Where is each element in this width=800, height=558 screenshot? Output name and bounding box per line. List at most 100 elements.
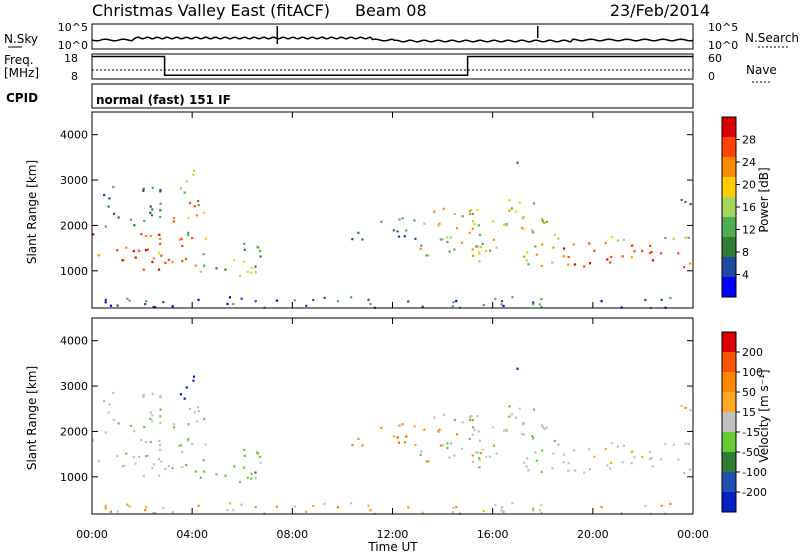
velocity-cell <box>215 473 218 476</box>
colorbar-tick-label: 28 <box>742 134 756 147</box>
power-cell <box>471 254 475 257</box>
velocity-cell <box>142 474 145 477</box>
power-cell <box>441 238 445 241</box>
velocity-cell <box>659 458 663 461</box>
velocity-cell <box>145 506 148 509</box>
power-cell <box>138 249 141 252</box>
power-cell <box>275 299 278 302</box>
power-cell <box>588 242 591 245</box>
velocity-cell <box>125 452 128 455</box>
power-cell <box>651 259 655 262</box>
power-cell <box>452 301 455 304</box>
velocity-cell <box>650 456 653 460</box>
velocity-cell <box>479 451 482 455</box>
velocity-cell <box>518 407 521 410</box>
power-cell <box>226 302 229 306</box>
colorbar-tick-label: 8 <box>742 246 749 259</box>
velocity-cell <box>397 441 401 444</box>
velocity-cell <box>132 456 135 459</box>
velocity-cell <box>143 425 146 429</box>
power-cell <box>500 303 503 306</box>
velocity-cell <box>192 375 196 378</box>
power-cell <box>149 234 152 238</box>
power-cell <box>107 205 110 208</box>
power-cell <box>482 303 485 307</box>
velocity-cell <box>181 450 184 454</box>
power-cell <box>392 229 395 232</box>
velocity-cell <box>641 455 644 459</box>
power-cell <box>644 298 647 301</box>
velocity-cell <box>158 443 162 447</box>
velocity-cell <box>505 429 508 433</box>
power-cell <box>583 265 586 268</box>
power-cell <box>534 245 537 248</box>
power-cell <box>305 304 308 307</box>
power-cell <box>152 257 155 260</box>
velocity-cell <box>446 442 449 445</box>
power-cell <box>254 271 257 274</box>
velocity-cell <box>630 462 633 465</box>
power-cell <box>215 267 218 270</box>
velocity-cell <box>521 423 525 426</box>
velocity-cell <box>104 507 107 510</box>
velocity-cell <box>226 508 229 512</box>
velocity-cell <box>610 442 613 445</box>
y-tick-label: 4000 <box>60 129 88 142</box>
velocity-cell <box>361 444 364 447</box>
power-cell <box>472 220 475 223</box>
velocity-cell <box>633 456 636 459</box>
power-cell <box>478 233 482 236</box>
power-cell <box>535 253 538 256</box>
colorbar-tick-label: -50 <box>742 446 760 459</box>
power-cell <box>357 231 360 234</box>
power-cell <box>171 260 174 264</box>
velocity-cell <box>413 425 416 428</box>
colorbar-swatch <box>722 432 736 452</box>
velocity-cell <box>573 469 577 472</box>
velocity-cell <box>484 455 488 458</box>
power-cell <box>152 305 155 309</box>
power-cell <box>545 220 548 223</box>
velocity-cell <box>232 508 235 512</box>
velocity-cell <box>128 505 131 508</box>
beam-label: Beam 08 <box>355 1 427 20</box>
power-cell <box>421 305 424 308</box>
power-cell <box>336 300 340 303</box>
velocity-panel-frame <box>91 317 694 515</box>
colorbar-swatch <box>722 177 736 197</box>
power-cell <box>171 305 174 308</box>
power-cell <box>250 266 253 269</box>
velocity-cell <box>572 449 575 452</box>
power-cell <box>495 246 498 249</box>
power-cell <box>103 194 106 197</box>
power-cell <box>531 229 534 232</box>
power-cell <box>159 242 162 245</box>
power-cell <box>186 233 190 236</box>
velocity-cell <box>677 458 680 461</box>
power-cell <box>323 296 326 300</box>
power-cell <box>228 296 232 299</box>
velocity-cell <box>421 511 424 514</box>
power-cell <box>468 212 472 216</box>
velocity-cell <box>414 443 417 446</box>
colorbar-swatch <box>722 197 736 217</box>
velocity-cell <box>532 408 536 411</box>
power-cell <box>160 254 163 257</box>
velocity-cell <box>508 405 511 408</box>
velocity-cell <box>203 417 206 420</box>
velocity-cell <box>146 454 150 457</box>
power-cell <box>521 217 525 220</box>
power-cell <box>420 244 423 247</box>
power-cell <box>494 297 497 300</box>
velocity-cell <box>492 444 496 447</box>
velocity-cell <box>468 418 472 422</box>
power-cell <box>604 241 607 245</box>
station-title: Christmas Valley East (fitACF) <box>92 1 330 20</box>
velocity-cell <box>204 443 207 446</box>
y-tick-label: 3000 <box>60 174 88 187</box>
y-tick-label: 3000 <box>60 380 88 393</box>
velocity-colorbar: 200 100 50 15 -15 -50 -100 -200 <box>721 331 767 513</box>
velocity-cell <box>152 463 155 466</box>
power-cell <box>562 247 566 250</box>
velocity-cell <box>158 439 161 442</box>
